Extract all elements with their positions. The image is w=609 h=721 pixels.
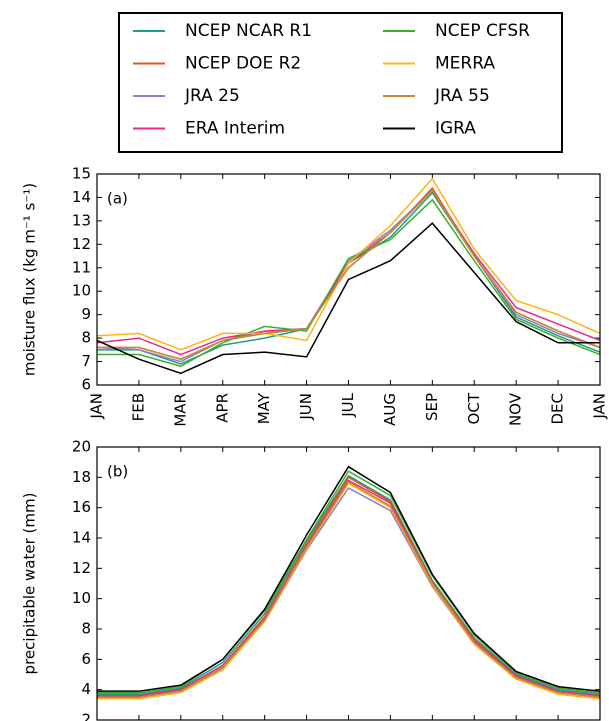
series-line — [97, 186, 601, 361]
y-tick-label: 8 — [81, 329, 91, 347]
x-tick-label: DEC — [549, 393, 567, 425]
y-axis-title: moisture flux (kg m⁻¹ s⁻¹) — [21, 183, 39, 376]
x-tick-label: JUN — [297, 393, 315, 421]
y-tick-label: 15 — [72, 165, 91, 183]
series-line — [97, 486, 601, 698]
legend-label: JRA 55 — [434, 86, 490, 106]
series-line — [96, 222, 600, 375]
series-line — [97, 189, 601, 361]
x-tick-label: NOV — [507, 392, 525, 426]
series-line — [96, 189, 601, 356]
y-tick-label: 8 — [81, 620, 91, 638]
legend-label: JRA 25 — [184, 86, 240, 106]
y-tick-label: 16 — [72, 498, 91, 516]
series-line — [97, 476, 601, 697]
x-tick-label: JUL — [339, 392, 357, 417]
plot-frame — [96, 173, 601, 386]
series-line — [97, 470, 601, 694]
series-line — [97, 482, 601, 700]
y-tick-label: 9 — [81, 305, 91, 323]
series-line — [97, 479, 601, 697]
y-tick-label: 14 — [72, 188, 91, 206]
x-tick-label: MAR — [171, 393, 189, 427]
y-tick-label: 6 — [81, 376, 91, 394]
x-tick-label: FEB — [129, 393, 147, 421]
legend-label: NCEP NCAR R1 — [185, 21, 312, 41]
plot-frame — [96, 446, 601, 721]
x-tick-label: MAY — [255, 392, 273, 424]
y-tick-label: 11 — [72, 258, 91, 276]
x-tick-label: AUG — [381, 393, 399, 426]
y-tick-label: 10 — [72, 282, 91, 300]
series-line — [97, 465, 601, 692]
legend-label: ERA Interim — [185, 119, 285, 139]
legend-label: IGRA — [435, 119, 476, 139]
y-tick-label: 18 — [72, 468, 91, 486]
y-tick-label: 12 — [72, 235, 91, 253]
y-tick-label: 2 — [81, 711, 91, 721]
series-line — [97, 480, 601, 698]
y-axis-title: precipitable water (mm) — [21, 493, 39, 675]
y-tick-label: 7 — [81, 352, 91, 370]
series-line — [96, 177, 601, 351]
series-line — [96, 189, 601, 363]
legend-label: MERRA — [435, 54, 495, 74]
legend-label: NCEP CFSR — [435, 21, 530, 41]
panel-label: (b) — [107, 463, 128, 481]
y-tick-label: 13 — [72, 211, 91, 229]
series-line — [97, 474, 601, 695]
y-tick-label: 14 — [72, 529, 91, 547]
x-tick-label: JAN — [591, 393, 609, 420]
y-tick-label: 20 — [72, 438, 91, 456]
y-tick-label: 6 — [81, 650, 91, 668]
x-tick-label: JAN — [88, 393, 106, 420]
panel-label: (a) — [107, 190, 128, 208]
y-tick-label: 4 — [81, 680, 91, 698]
series-line — [97, 198, 601, 368]
legend-label: NCEP DOE R2 — [185, 54, 301, 74]
x-tick-label: APR — [213, 393, 231, 423]
y-tick-label: 10 — [72, 589, 91, 607]
x-tick-label: OCT — [465, 392, 483, 424]
series-line — [97, 191, 601, 365]
legend-box — [118, 12, 563, 153]
x-tick-label: SEP — [423, 393, 441, 421]
y-tick-label: 12 — [72, 559, 91, 577]
